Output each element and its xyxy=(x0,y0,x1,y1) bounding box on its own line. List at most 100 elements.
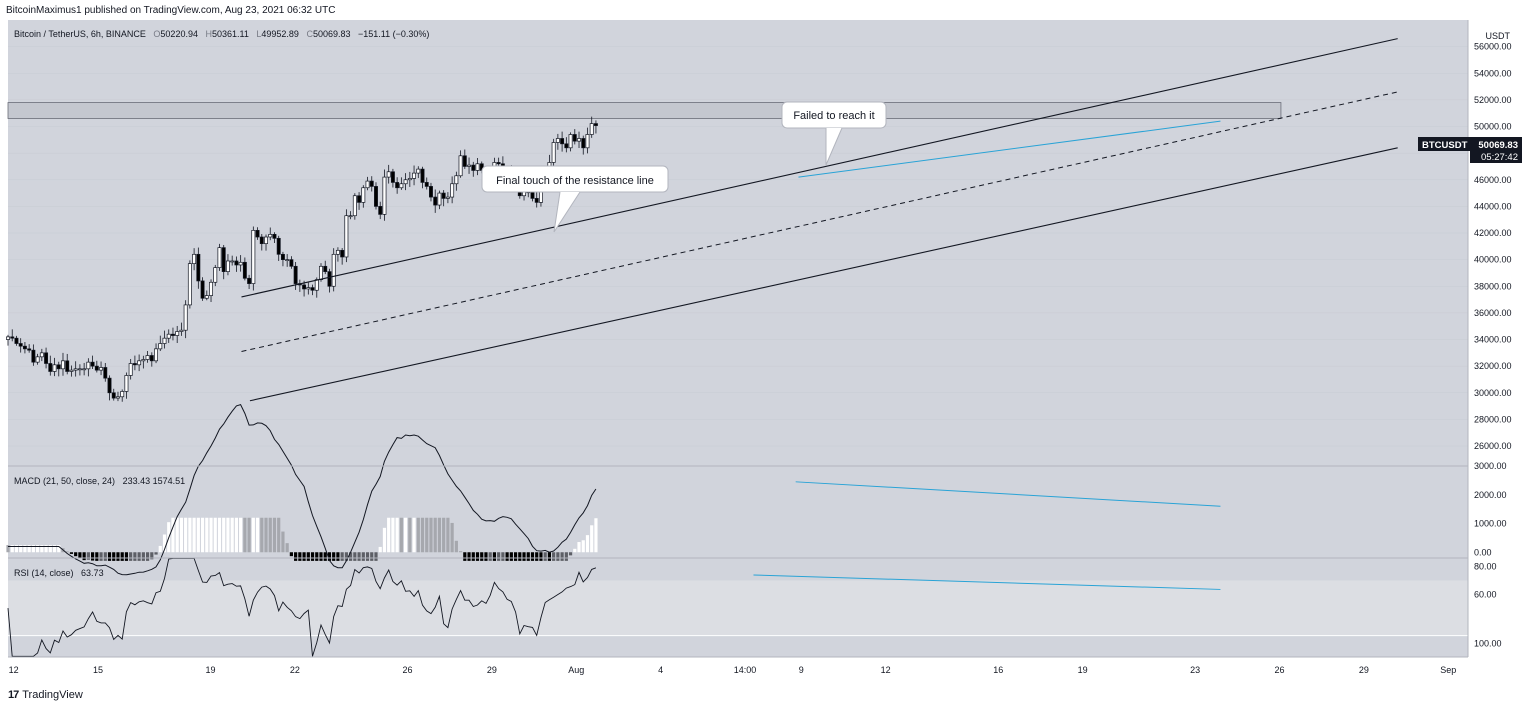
candle-body xyxy=(471,164,476,171)
annotation-final-touch[interactable]: Final touch of the resistance line xyxy=(481,165,669,233)
time-tick-label: 12 xyxy=(9,665,19,675)
macd-histogram-bar xyxy=(154,552,158,555)
candle-body xyxy=(450,183,455,198)
macd-histogram-bar xyxy=(184,517,188,553)
time-tick-label: 29 xyxy=(487,665,497,675)
candle-body xyxy=(437,192,442,206)
macd-histogram-bar xyxy=(247,517,251,553)
macd-histogram-bar xyxy=(90,552,95,561)
candle-body xyxy=(403,179,408,185)
macd-histogram-bar xyxy=(568,552,573,556)
candle-body xyxy=(581,138,586,149)
macd-histogram-bar xyxy=(44,545,48,553)
macd-histogram-bar xyxy=(27,545,31,553)
macd-values: 233.43 1574.51 xyxy=(123,476,186,486)
candle-body xyxy=(357,195,362,203)
macd-histogram-bar xyxy=(467,552,471,561)
candle-body xyxy=(65,360,70,372)
macd-histogram-bar xyxy=(442,517,446,553)
macd-tick-label: 1000.00 xyxy=(1474,519,1507,529)
macd-histogram-bar xyxy=(315,552,319,561)
time-tick-label: 15 xyxy=(93,665,103,675)
candle-body xyxy=(467,164,471,167)
macd-histogram-bar xyxy=(387,517,391,553)
candle-body xyxy=(407,178,412,181)
time-tick-label: 19 xyxy=(206,665,216,675)
macd-histogram-bar xyxy=(302,552,306,561)
macd-histogram-bar xyxy=(399,517,403,553)
annotation-failed[interactable]: Failed to reach it xyxy=(781,101,887,166)
candle-body xyxy=(577,138,581,142)
macd-histogram-bar xyxy=(374,552,378,561)
candle-body xyxy=(213,267,218,283)
candle-body xyxy=(344,215,349,258)
macd-histogram-bar xyxy=(95,552,99,561)
macd-histogram-bar xyxy=(82,552,86,561)
candle-body xyxy=(14,337,19,344)
macd-histogram-bar xyxy=(19,545,23,553)
candle-body xyxy=(44,352,49,364)
candle-body xyxy=(132,363,137,366)
macd-histogram-bar xyxy=(306,552,310,561)
macd-histogram-bar xyxy=(475,552,480,561)
candle-body xyxy=(73,368,78,371)
time-tick-label: 12 xyxy=(881,665,891,675)
price-tick-label: 52000.00 xyxy=(1474,95,1512,105)
macd-histogram-bar xyxy=(188,517,192,553)
rsi-tick-label: 60.00 xyxy=(1474,589,1497,599)
legend-close: 50069.83 xyxy=(313,29,351,39)
candle-body xyxy=(374,186,378,207)
macd-histogram-bar xyxy=(450,522,454,553)
candle-body xyxy=(560,138,565,145)
macd-histogram-bar xyxy=(581,540,585,553)
macd-histogram-bar xyxy=(175,517,179,553)
candle-body xyxy=(86,361,91,370)
macd-histogram-bar xyxy=(336,552,340,561)
macd-histogram-bar xyxy=(230,517,234,553)
candle-body xyxy=(369,180,374,187)
time-tick-label: 19 xyxy=(1078,665,1088,675)
candle-body xyxy=(99,367,104,371)
candle-body xyxy=(412,172,417,179)
candle-body xyxy=(340,249,345,258)
macd-histogram-bar xyxy=(6,545,10,553)
candle-body xyxy=(280,253,285,260)
legend-low: 49952.89 xyxy=(261,29,299,39)
macd-histogram-bar xyxy=(158,545,162,553)
time-tick-label: 14:00 xyxy=(734,665,757,675)
candle-body xyxy=(323,265,328,272)
legend-symbol: Bitcoin / TetherUS, 6h, BINANCE xyxy=(14,29,146,39)
candle-body xyxy=(572,134,577,142)
candle-body xyxy=(238,261,243,266)
candle-body xyxy=(230,260,235,263)
macd-histogram-bar xyxy=(395,517,399,553)
price-chart[interactable]: 26000.00 28000.00 30000.00 32000.00 34000.00… xyxy=(0,20,1536,685)
macd-histogram-bar xyxy=(260,517,264,553)
candle-body xyxy=(10,336,15,339)
candle-body xyxy=(221,247,226,272)
price-tick-label: 26000.00 xyxy=(1474,441,1512,451)
candle-body xyxy=(31,349,36,363)
candle-body xyxy=(352,195,357,217)
macd-histogram-bar xyxy=(255,517,260,553)
candle-body xyxy=(77,368,82,371)
macd-histogram-bar xyxy=(463,552,467,561)
candle-body xyxy=(196,253,201,282)
macd-histogram-bar xyxy=(36,545,40,553)
macd-histogram-bar xyxy=(526,552,530,561)
candle-body xyxy=(39,352,44,358)
price-tick-label: 44000.00 xyxy=(1474,201,1512,211)
candle-body xyxy=(255,230,260,238)
candle-body xyxy=(475,163,480,171)
macd-histogram-bar xyxy=(492,552,497,561)
candle-body xyxy=(166,333,171,339)
rsi-label: RSI (14, close) xyxy=(14,568,74,578)
macd-histogram-bar xyxy=(171,517,175,553)
tradingview-footer[interactable]: 17 TradingView xyxy=(8,689,83,701)
blue-resistance-trendline xyxy=(798,120,1221,178)
price-tick-label: 56000.00 xyxy=(1474,42,1512,52)
candle-body xyxy=(107,377,112,394)
macd-histogram-bar xyxy=(217,517,222,553)
candle-body xyxy=(399,183,404,189)
candle-body xyxy=(534,198,539,203)
